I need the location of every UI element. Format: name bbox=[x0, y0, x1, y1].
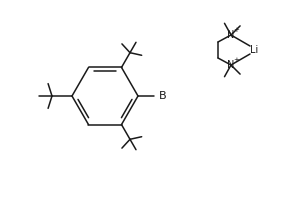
Text: N: N bbox=[227, 60, 235, 70]
Text: +: + bbox=[233, 57, 239, 63]
Text: Li: Li bbox=[250, 45, 258, 55]
Text: +: + bbox=[233, 27, 239, 33]
Text: N: N bbox=[227, 30, 235, 40]
Text: B: B bbox=[159, 91, 167, 101]
